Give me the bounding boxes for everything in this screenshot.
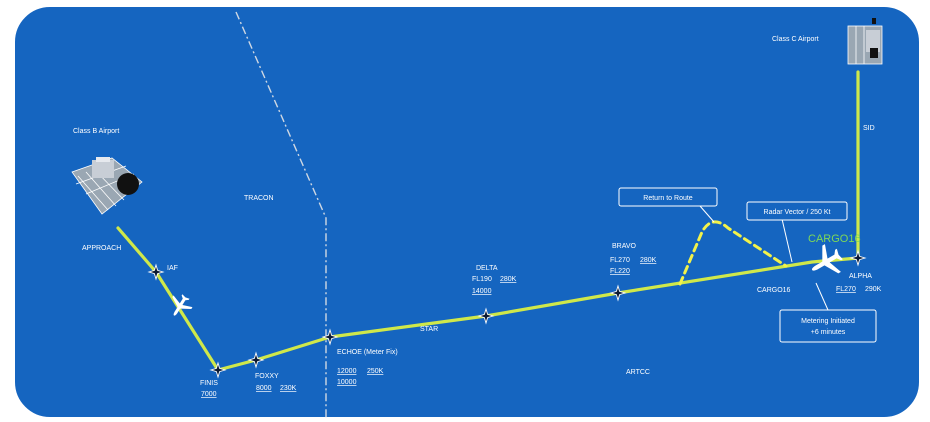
metering-text-line2: +6 minutes	[811, 329, 846, 336]
echoe-altitude-top: 12000	[337, 368, 357, 375]
sid-label: SID	[863, 125, 875, 132]
class-c-airport-icon	[847, 18, 883, 65]
echoe-label: ECHOE (Meter Fix)	[337, 349, 398, 356]
radar-vector-connector	[781, 218, 793, 263]
foxxy-altitude: 8000	[256, 385, 272, 392]
iaf-label: IAF	[167, 265, 178, 272]
arrival-route-line	[116, 70, 860, 372]
cargo16-highlight-callsign: CARGO16	[808, 233, 861, 245]
echoe-altitude-bottom: 10000	[337, 379, 357, 386]
alpha-label: ALPHA	[849, 273, 872, 280]
tracon-label: TRACON	[244, 195, 274, 202]
finis-label: FINIS	[200, 380, 218, 387]
bravo-label: BRAVO	[612, 243, 637, 250]
diagram-background	[13, 5, 921, 419]
approach-label: APPROACH	[82, 245, 121, 252]
bravo-altitude-bottom: FL220	[610, 268, 630, 275]
alpha-speed: 290K	[865, 286, 882, 293]
delta-label: DELTA	[476, 265, 498, 272]
return-to-route-box	[618, 187, 718, 207]
return-to-route-connector	[699, 205, 715, 223]
return-to-route-text: Return to Route	[643, 195, 693, 202]
artcc-label: ARTCC	[626, 369, 650, 376]
cargo16-callsign-label: CARGO16	[757, 287, 791, 294]
metering-text-line1: Metering Initiated	[801, 318, 855, 325]
delta-altitude-top: FL190	[472, 276, 492, 283]
delta-speed: 280K	[500, 276, 517, 283]
class-b-airport-label: Class B Airport	[73, 128, 119, 135]
finis-altitude: 7000	[201, 391, 217, 398]
tracon-boundary-line	[235, 11, 327, 418]
class-c-airport-label: Class C Airport	[772, 36, 819, 43]
class-b-airport-icon	[71, 157, 143, 215]
star-label: STAR	[420, 326, 438, 333]
foxxy-speed: 230K	[280, 385, 297, 392]
bravo-altitude-top: FL270	[610, 257, 630, 264]
metering-connector	[815, 282, 829, 311]
delta-altitude-bottom: 14000	[472, 288, 492, 295]
alpha-altitude: FL270	[836, 286, 856, 293]
echoe-speed: 250K	[367, 368, 384, 375]
bravo-speed: 280K	[640, 257, 657, 264]
foxxy-label: FOXXY	[255, 373, 279, 380]
metering-box	[779, 309, 877, 343]
radar-vector-text: Radar Vector / 250 Kt	[764, 209, 831, 216]
radar-vector-box	[746, 201, 848, 221]
